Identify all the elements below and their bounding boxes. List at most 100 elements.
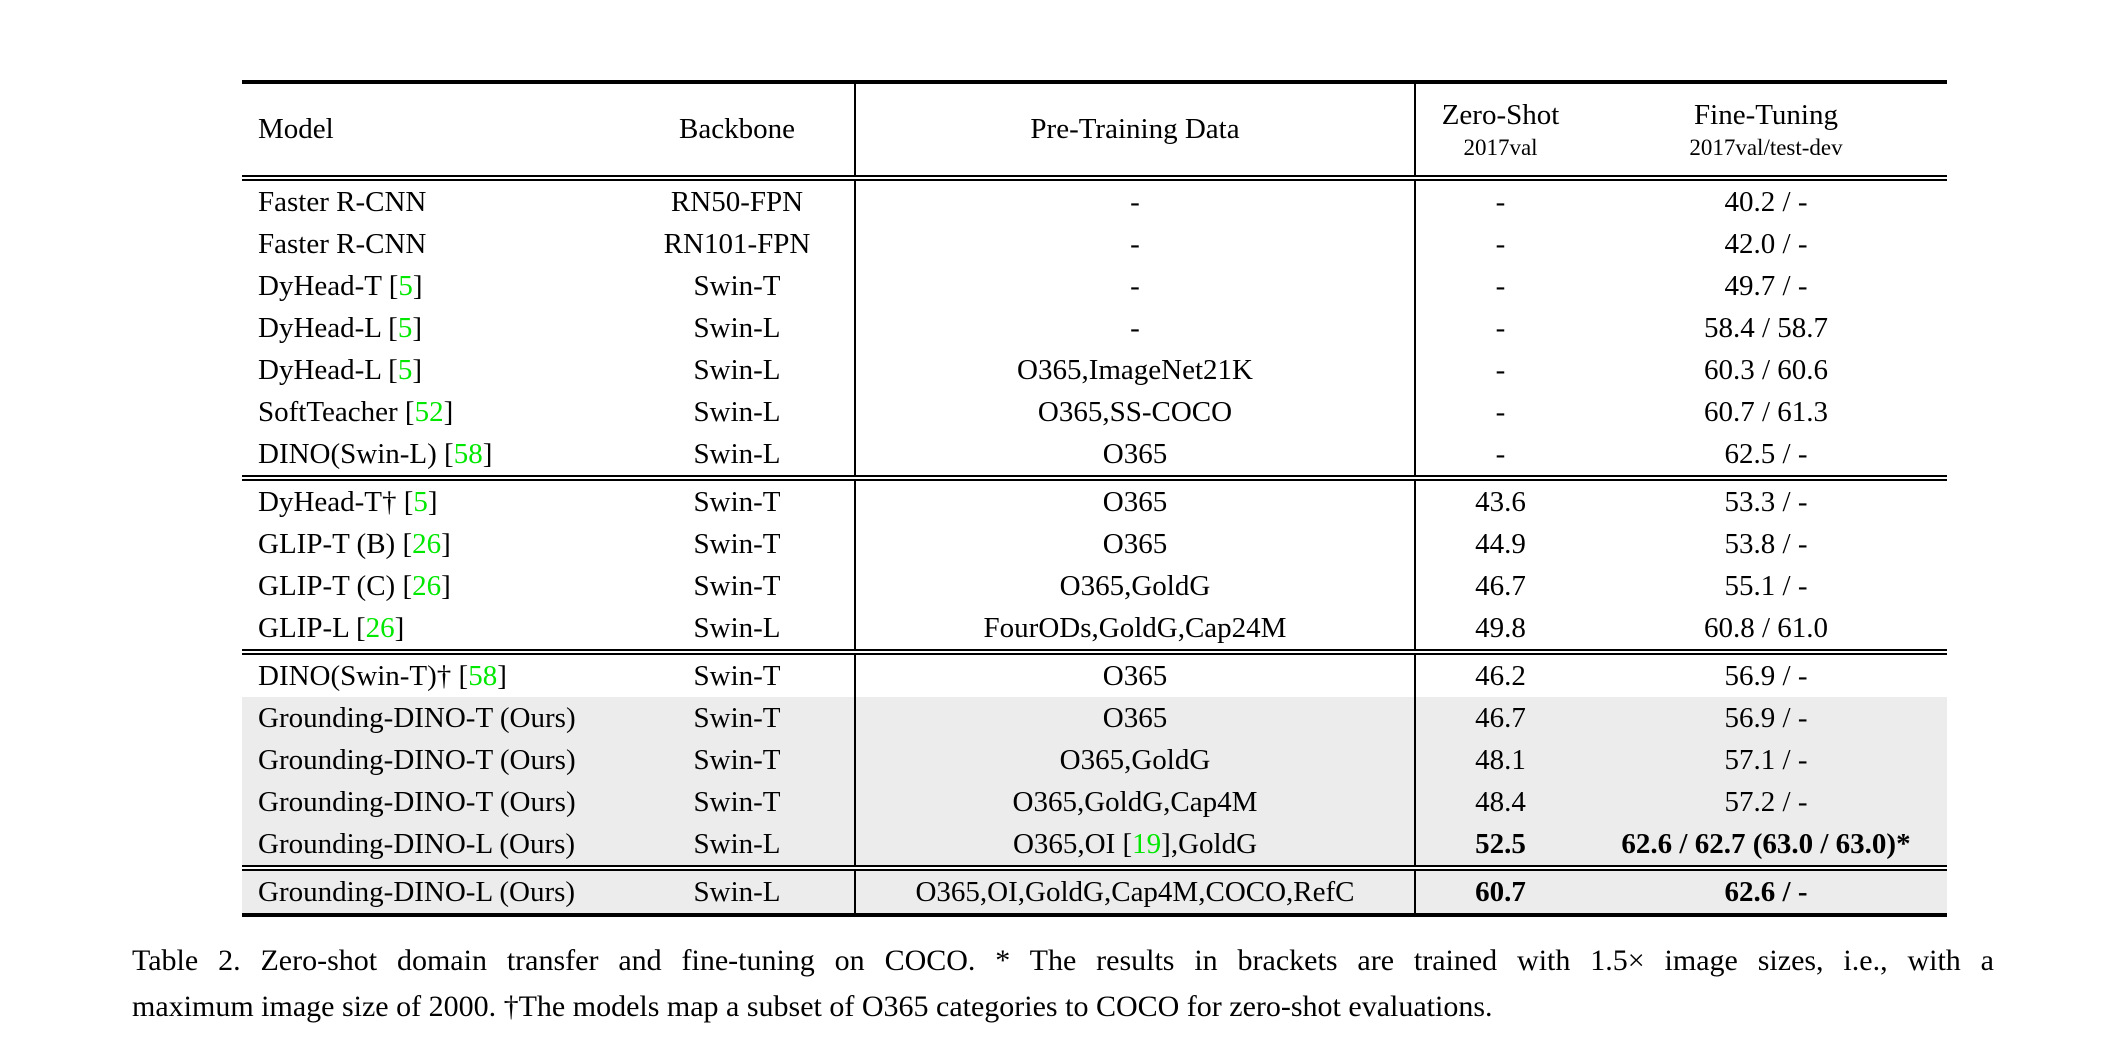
backbone-cell: Swin-L [693,395,781,428]
finetuning-value-cell: 62.5 / - [1724,437,1808,470]
pretraining-data: O365,GoldG,Cap4M [1012,785,1258,818]
model-cell: DINO(Swin-T)† [58] [242,652,620,697]
backbone-cell: RN101-FPN [663,227,811,260]
model-name: ] [412,353,423,386]
table-row: Grounding-DINO-T (Ours) Swin-T O365,GoldG 4… [242,739,1947,781]
zeroshot-value-cell: 48.4 [1414,781,1585,823]
zeroshot-value-cell: 52.5 [1414,823,1585,868]
table-section: DINO(Swin-T)† [58] Swin-T O365 46.2 56.9 / -… [242,652,1947,868]
pretraining-data-cell: O365,SS-COCO [854,391,1415,433]
citation-link[interactable]: 5 [397,311,413,344]
pretraining-data: O365 [1102,485,1168,518]
citation-link[interactable]: 52 [414,395,444,428]
finetuning-value-cell: 40.2 / - [1724,185,1808,218]
zeroshot-value-cell: 60.7 [1414,868,1585,915]
pretraining-data: O365 [1102,659,1168,692]
zeroshot-value-cell: - [1414,391,1585,433]
citation-link[interactable]: 58 [468,659,498,692]
finetuning-value-cell: 53.3 / - [1724,485,1808,518]
zeroshot-value-cell: 48.1 [1414,739,1585,781]
pretraining-data-cell: O365,GoldG,Cap4M [854,781,1415,823]
model-name: Faster R-CNN [258,227,427,260]
backbone-cell: Swin-L [620,823,855,868]
citation-link[interactable]: 5 [397,353,413,386]
citation-link[interactable]: 58 [453,437,483,470]
zeroshot-value-cell: 46.2 [1414,652,1585,697]
model-name: GLIP-T (B) [ [258,527,413,560]
model-name: SoftTeacher [ [258,395,415,428]
zeroshot-value-cell: - [1414,223,1585,265]
finetuning-value-cell: 56.9 / - [1585,697,1947,739]
table-section: Faster R-CNN RN50-FPN - -40.2 / - Faster R-C… [242,178,1947,478]
model-name: Faster R-CNN [258,185,427,218]
finetuning-value-cell: 56.9 / - [1724,659,1808,692]
finetuning-value-cell: 55.1 / - [1724,569,1808,602]
finetuning-value-cell: 60.8 / 61.0 [1703,611,1829,644]
finetuning-title: Fine-Tuning [1694,98,1838,131]
model-name: ] [394,611,405,644]
table-row: DINO(Swin-T)† [58] Swin-T O365 46.2 56.9 / - [242,652,1947,697]
citation-link[interactable]: 26 [412,569,442,602]
model-cell: Grounding-DINO-L (Ours) [242,868,620,915]
pretraining-data: - [1130,227,1140,260]
zeroshot-value-cell: 46.7 [1414,697,1585,739]
citation-link[interactable]: 26 [365,611,395,644]
pretraining-data: - [1130,185,1140,218]
zeroshot-value-cell: - [1414,265,1585,307]
table-row: DyHead-L [5] Swin-L - - 58.4 / 58.7 [242,307,1947,349]
table-row: Grounding-DINO-T (Ours) Swin-T O365 46.7 56.… [242,697,1947,739]
table-row: Grounding-DINO-L (Ours) Swin-L O365,OI [19… [242,823,1947,868]
pretraining-data: O365,SS-COCO [1037,395,1233,428]
pretraining-data: - [1130,269,1140,302]
pretraining-data-cell: O365,GoldG [854,565,1415,607]
model-cell: Grounding-DINO-T (Ours) [242,739,620,781]
table-section: Grounding-DINO-L (Ours) Swin-L O365,OI,Gol… [242,868,1947,915]
table-row: SoftTeacher [52] Swin-L O365,SS-COCO - 60.7 … [242,391,1947,433]
citation-link[interactable]: 26 [412,527,442,560]
pretraining-data: O365,GoldG [1059,743,1211,776]
pretraining-data-cell: O365,ImageNet21K [854,349,1415,391]
finetuning-value-cell: 60.7 / 61.3 [1703,395,1829,428]
zeroshot-value-cell: 49.8 [1414,607,1585,652]
citation-link[interactable]: 5 [413,485,428,518]
model-name: DINO(Swin-T)† [ [258,659,469,692]
pretraining-data: O365,OI,GoldG,Cap4M,COCO,RefC [915,875,1355,908]
model-name: DyHead-L [ [258,311,398,344]
finetuning-value-cell: 62.6 / 62.7 (63.0 / 63.0)* [1585,823,1947,868]
pretraining-data-cell: O365 [854,652,1415,697]
backbone-cell: Swin-T [693,269,781,302]
pretraining-data-cell: O365,GoldG [854,739,1415,781]
table-row: Grounding-DINO-L (Ours) Swin-L O365,OI,Gol… [242,868,1947,915]
backbone-cell: Swin-L [693,611,781,644]
model-cell: GLIP-T (C) [26] [242,565,620,607]
model-cell: DyHead-T [5] [242,265,620,307]
backbone-cell: Swin-T [620,739,855,781]
model-name: Grounding-DINO-T (Ours) [258,785,576,818]
pretraining-data-cell: - [854,265,1415,307]
model-name: ] [412,269,423,302]
results-table: Model Backbone Pre-Training Data Zero-Sh… [242,80,1947,917]
zeroshot-subtitle: 2017val [1463,134,1538,160]
model-name: DyHead-T† [ [258,485,414,518]
backbone-cell: Swin-L [693,311,781,344]
finetuning-value-cell: 57.1 / - [1585,739,1947,781]
backbone-cell: Swin-T [693,659,781,692]
pretraining-data-cell: O365 [854,433,1415,478]
model-name: ] [412,311,423,344]
table-row: GLIP-L [26] Swin-L FourODs,GoldG,Cap24M 49.… [242,607,1947,652]
pretraining-data-cell: O365 [854,523,1415,565]
backbone-cell: Swin-T [693,485,781,518]
model-name: Grounding-DINO-L (Ours) [258,875,576,908]
model-name: Grounding-DINO-T (Ours) [258,743,576,776]
model-name: ] [482,437,493,470]
model-name: GLIP-L [ [258,611,366,644]
model-name: Grounding-DINO-T (Ours) [258,701,576,734]
citation-link[interactable]: 19 [1132,827,1162,860]
backbone-cell: Swin-T [693,569,781,602]
pretraining-data-cell: O365 [854,478,1415,523]
citation-link[interactable]: 5 [398,269,413,302]
column-header-backbone: Backbone [679,113,795,145]
model-name: ] [427,485,438,518]
pretraining-data: O365 [1102,437,1168,470]
